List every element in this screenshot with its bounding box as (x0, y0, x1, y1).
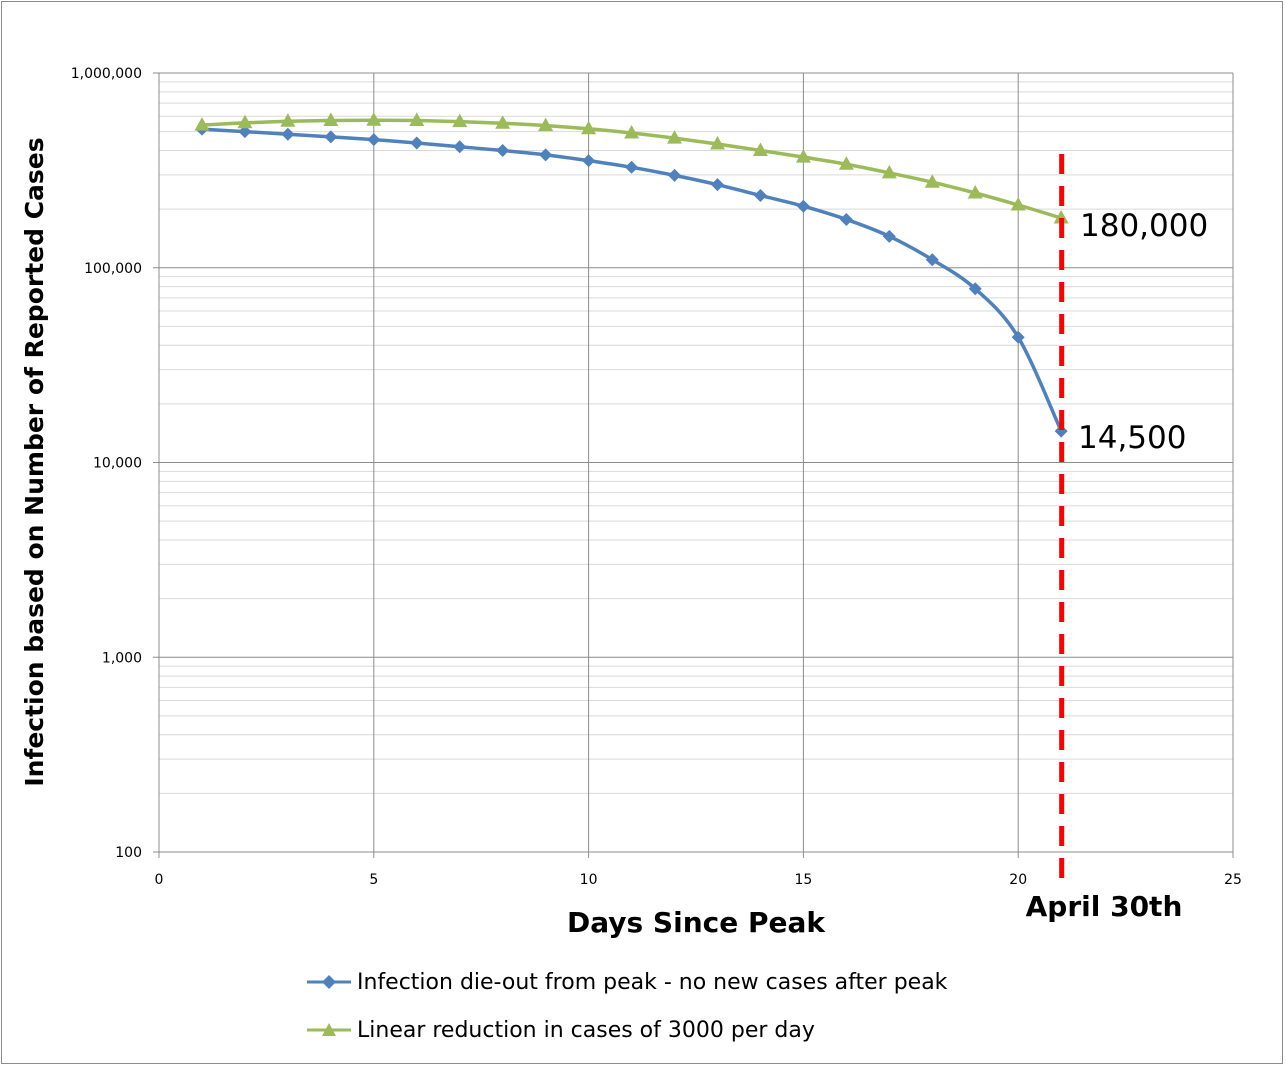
data-point-triangle (280, 113, 296, 127)
data-point-triangle (624, 124, 640, 139)
data-point-diamond (367, 133, 381, 147)
data-point-triangle (838, 156, 854, 170)
data-point-triangle (237, 114, 253, 129)
data-point-triangle (323, 112, 339, 127)
axes (153, 72, 1234, 858)
data-point-diamond (839, 212, 853, 226)
x-tick-label: 15 (794, 872, 812, 888)
data-point-triangle (795, 149, 811, 163)
data-point-triangle (581, 120, 597, 135)
data-point-diamond (882, 229, 896, 243)
annotation-april-30th: April 30th (1026, 890, 1183, 923)
data-point-diamond (238, 125, 252, 139)
data-point-diamond (668, 168, 682, 182)
series-layer (194, 112, 1069, 438)
data-point-diamond (281, 127, 295, 141)
y-tick-labels: 100 1,000 10,000 100,000 1,000,000 (71, 66, 142, 861)
data-point-diamond (410, 136, 424, 150)
x-tick-labels: 0 5 10 15 20 25 (155, 872, 1242, 888)
data-point-diamond (753, 188, 767, 202)
minor-gridlines (159, 81, 1233, 794)
x-tick-label: 20 (1009, 872, 1027, 888)
legend-marker-triangle (307, 1023, 351, 1036)
data-point-diamond (582, 154, 596, 168)
data-point-triangle (495, 115, 511, 129)
data-point-triangle (709, 135, 725, 150)
data-point-triangle (924, 174, 940, 188)
annotation-14500: 14,500 (1078, 420, 1186, 456)
data-point-triangle (452, 113, 468, 128)
data-point-diamond (539, 148, 553, 162)
data-point-triangle (881, 164, 897, 179)
data-point-triangle (538, 117, 554, 132)
annotation-180000: 180,000 (1080, 208, 1208, 244)
legend-label-linear: Linear reduction in cases of 3000 per da… (357, 1017, 815, 1043)
legend-marker-diamond (307, 975, 351, 989)
x-tick-label: 0 (155, 872, 164, 888)
data-point-triangle (194, 117, 210, 131)
y-tick-label: 100,000 (84, 261, 142, 277)
y-tick-label: 1,000 (102, 650, 142, 666)
data-point-diamond (1011, 330, 1025, 344)
x-tick-label: 5 (369, 872, 378, 888)
y-tick-label: 10,000 (93, 456, 142, 472)
legend-item-die-out: Infection die-out from peak - no new cas… (307, 967, 947, 997)
data-point-triangle (409, 112, 425, 127)
data-point-triangle (1053, 210, 1069, 224)
data-point-triangle (967, 185, 983, 199)
data-point-diamond (968, 282, 982, 296)
data-point-triangle (667, 130, 683, 144)
data-point-triangle (1010, 196, 1026, 211)
data-point-triangle (752, 142, 768, 156)
data-point-diamond (324, 130, 338, 144)
y-tick-label: 100 (115, 845, 142, 861)
data-point-triangle (366, 112, 382, 126)
data-point-diamond (496, 143, 510, 157)
data-point-diamond (453, 140, 467, 154)
x-tick-label: 25 (1224, 872, 1242, 888)
data-point-diamond (925, 253, 939, 267)
y-axis-title: Infection based on Number of Reported Ca… (20, 137, 49, 786)
x-tick-label: 10 (580, 872, 598, 888)
data-point-diamond (625, 160, 639, 174)
legend-label-die-out: Infection die-out from peak - no new cas… (357, 969, 948, 995)
x-axis-title: Days Since Peak (567, 906, 826, 939)
data-point-diamond (710, 178, 724, 192)
legend-item-linear: Linear reduction in cases of 3000 per da… (307, 1015, 815, 1045)
data-point-diamond (1054, 424, 1068, 438)
y-tick-label: 1,000,000 (71, 66, 142, 82)
data-point-diamond (796, 199, 810, 213)
